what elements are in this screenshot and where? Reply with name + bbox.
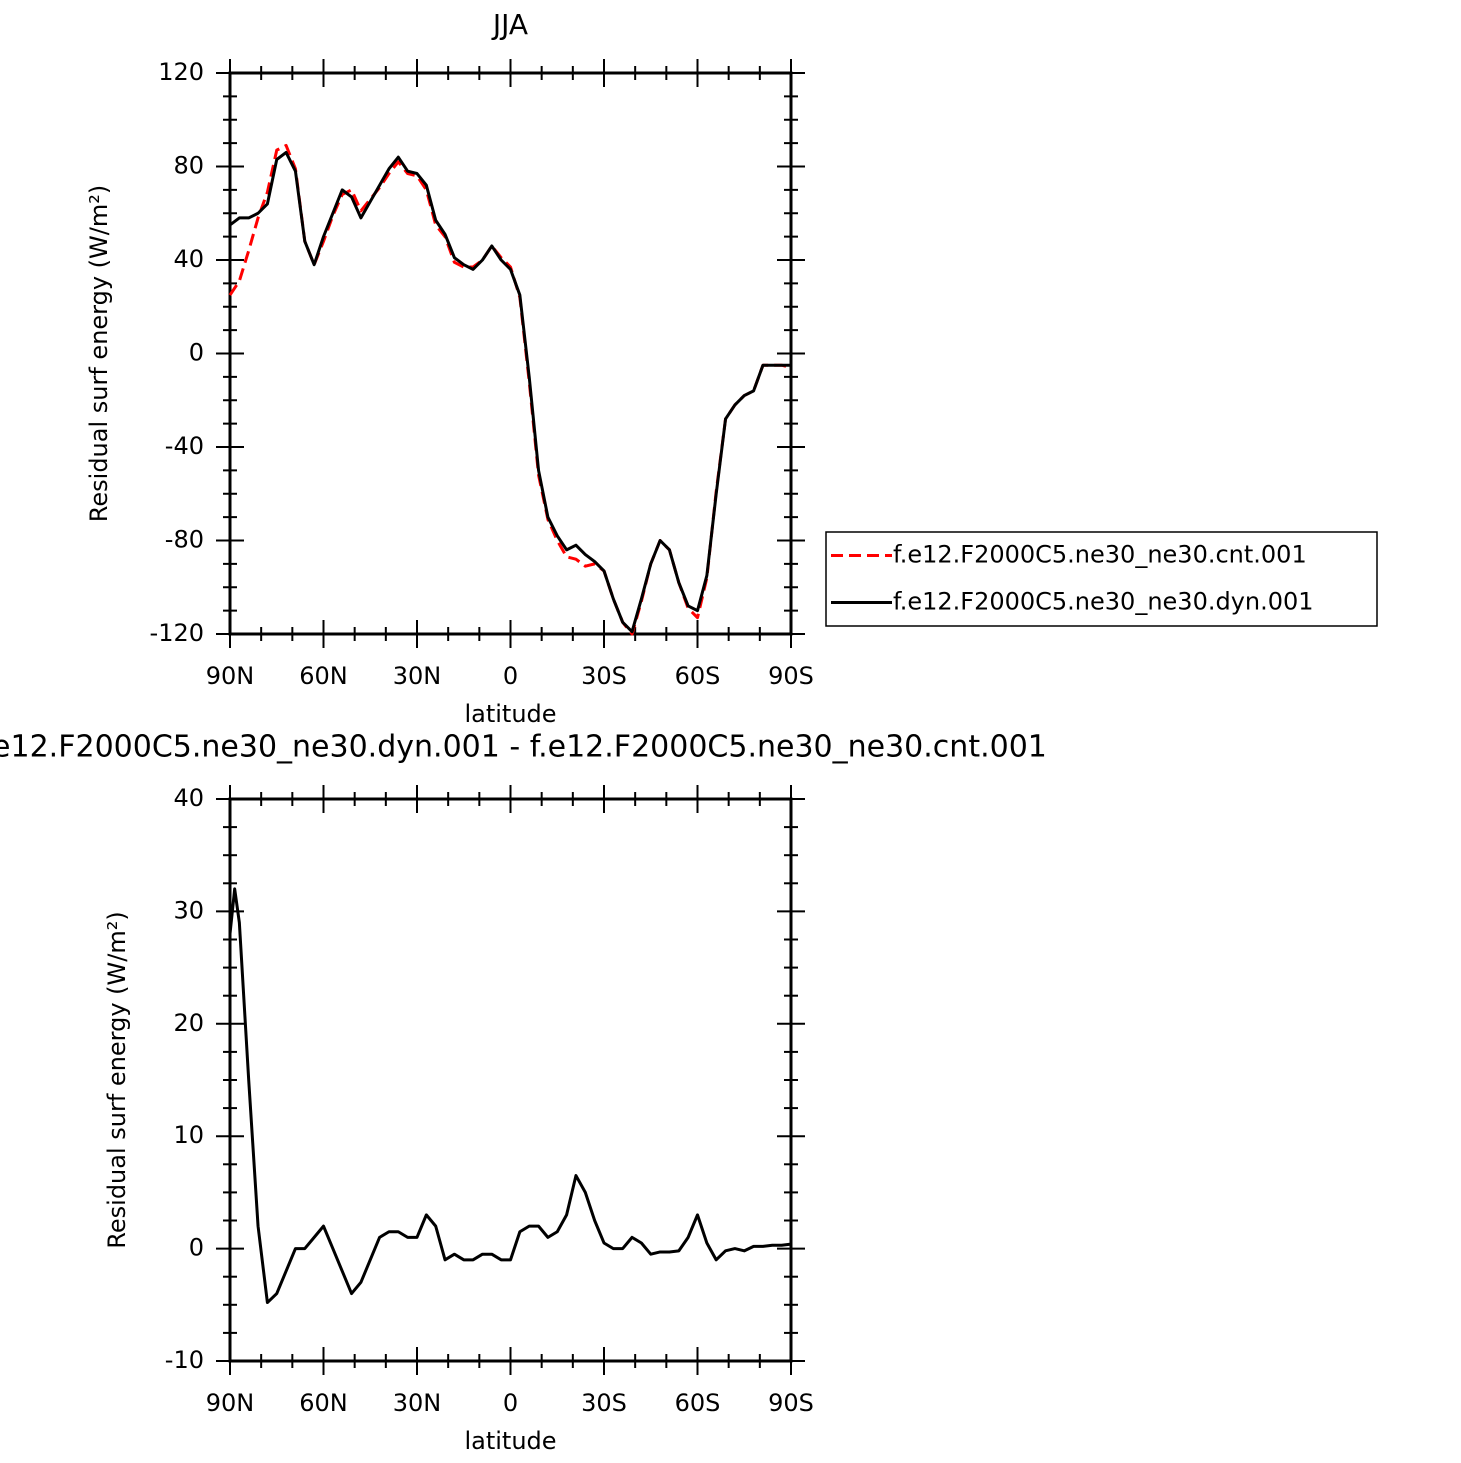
y-tick-label: 30	[173, 896, 204, 924]
y-tick-label: 0	[189, 1234, 204, 1262]
x-axis-label: latitude	[464, 1427, 556, 1455]
chart-title: f.e12.F2000C5.ne30_ne30.dyn.001 - f.e12.…	[0, 730, 1047, 765]
plot-frame	[228, 797, 793, 1363]
x-tick-label: 90N	[206, 662, 255, 690]
series-line	[228, 143, 792, 636]
y-axis-label: Residual surf energy (W/m²)	[85, 185, 113, 522]
x-tick-label: 30N	[393, 662, 442, 690]
legend-label: f.e12.F2000C5.ne30_ne30.cnt.001	[893, 541, 1307, 569]
x-tick-label: 30S	[581, 1389, 627, 1417]
x-tick-label: 30S	[581, 662, 627, 690]
legend-box	[825, 531, 1378, 627]
chart-title: JJA	[491, 8, 528, 41]
y-tick-label: -120	[150, 619, 204, 647]
y-tick-label: -80	[165, 526, 204, 554]
y-tick-label: 120	[158, 58, 204, 86]
legend-label: f.e12.F2000C5.ne30_ne30.dyn.001	[893, 588, 1314, 616]
x-tick-label: 90S	[768, 662, 814, 690]
x-tick-label: 90N	[206, 1389, 255, 1417]
x-tick-label: 90S	[768, 1389, 814, 1417]
y-tick-label: 40	[173, 784, 204, 812]
legend: f.e12.F2000C5.ne30_ne30.cnt.001 f.e12.F20…	[825, 531, 1378, 627]
y-tick-label: -40	[165, 432, 204, 460]
x-tick-label: 60N	[299, 662, 348, 690]
plot-frame	[228, 71, 793, 636]
y-tick-label: 20	[173, 1009, 204, 1037]
y-tick-label: -10	[165, 1346, 204, 1374]
x-tick-label: 30N	[393, 1389, 442, 1417]
x-tick-label: 60N	[299, 1389, 348, 1417]
x-axis-label: latitude	[464, 700, 556, 728]
y-tick-label: 0	[189, 339, 204, 367]
y-tick-label: 80	[173, 152, 204, 180]
x-tick-label: 0	[503, 1389, 518, 1417]
series-line	[228, 887, 792, 1305]
y-tick-label: 10	[173, 1121, 204, 1149]
x-tick-label: 60S	[675, 662, 721, 690]
y-axis-label: Residual surf energy (W/m²)	[103, 911, 131, 1248]
x-tick-label: 0	[503, 662, 518, 690]
y-tick-label: 40	[173, 245, 204, 273]
x-tick-label: 60S	[675, 1389, 721, 1417]
series-line	[229, 150, 791, 634]
